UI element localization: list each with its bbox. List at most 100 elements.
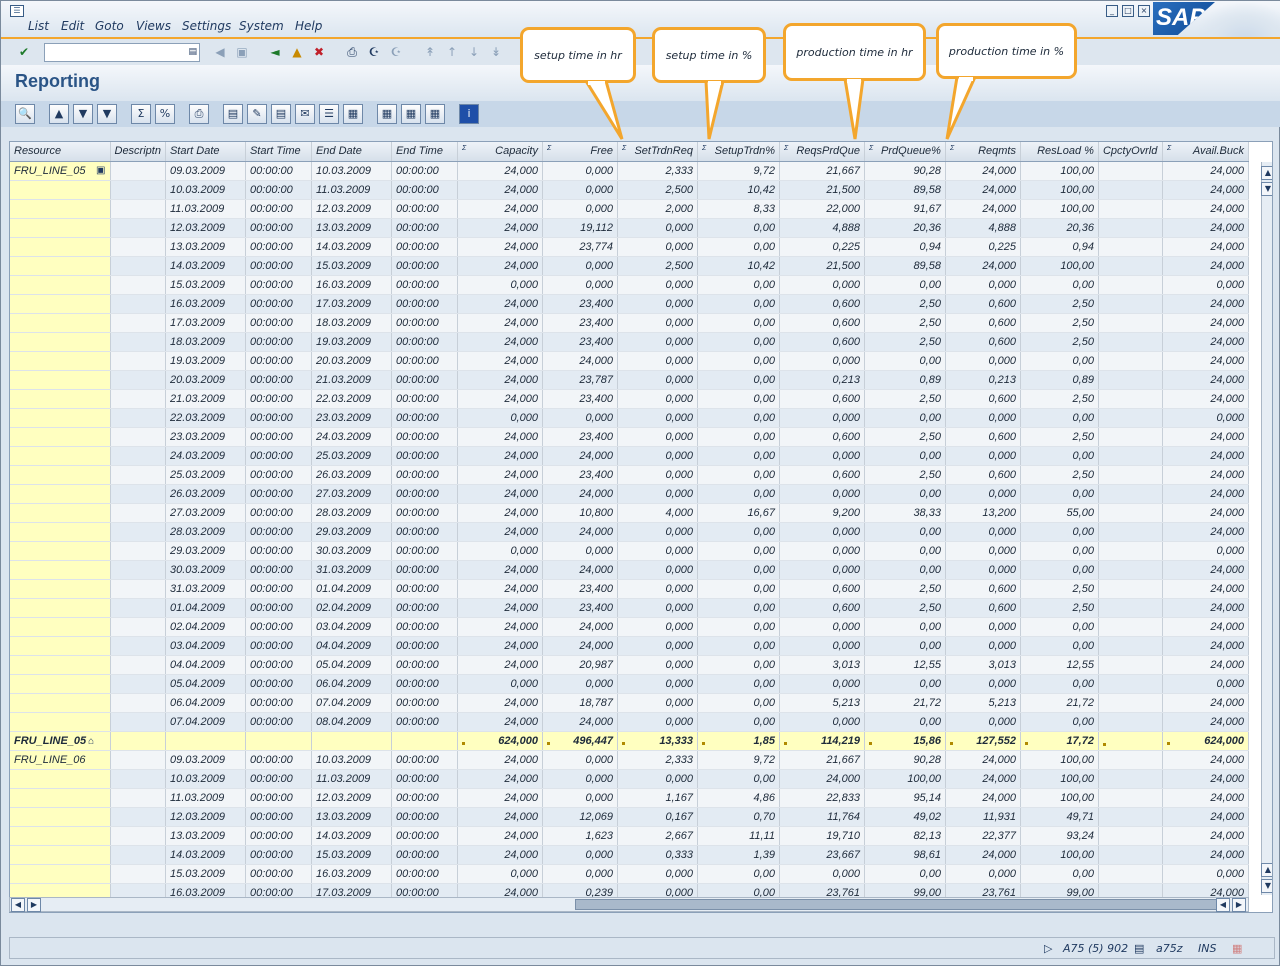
table-row[interactable]: 28.03.2009 00:00:00 29.03.2009 00:00:00 24,0… (10, 522, 1249, 542)
table-row[interactable]: 16.03.2009 00:00:00 17.03.2009 00:00:00 24,0… (10, 294, 1249, 314)
export-icon[interactable]: ▤ (223, 104, 243, 124)
col-avail-buckets[interactable]: Σ Avail.Buck (1162, 142, 1249, 162)
sort-descending-icon[interactable]: ▼ (73, 104, 93, 124)
subtotal-row[interactable]: FRU_LINE_05 ⌂ 624,000 496,447 13,333 1,85 114,… (10, 731, 1249, 751)
mail-icon[interactable]: ✉ (295, 104, 315, 124)
col-capacity[interactable]: Σ Capacity (457, 142, 543, 162)
col-end-date[interactable]: End Date (311, 142, 392, 162)
scroll-page-down-icon[interactable]: ▼ (1261, 182, 1272, 196)
menu-system[interactable]: System (239, 19, 284, 33)
table-row[interactable]: 02.04.2009 00:00:00 03.04.2009 00:00:00 24,0… (10, 617, 1249, 637)
print-icon[interactable]: ⎙ (347, 45, 357, 59)
word-processing-icon[interactable]: ✎ (247, 104, 267, 124)
col-free[interactable]: Σ Free (542, 142, 618, 162)
scroll-left-icon[interactable]: ◀ (11, 898, 25, 912)
abc-analysis-icon[interactable]: ☰ (319, 104, 339, 124)
menu-edit[interactable]: Edit (61, 19, 85, 33)
local-file-icon[interactable]: ▤ (271, 104, 291, 124)
status-expand-icon[interactable]: ▷ (1044, 942, 1053, 955)
col-res-load-pct[interactable]: ResLoad % (1020, 142, 1099, 162)
vertical-scrollbar[interactable]: ▲ ▼ ▲ ▼ (1261, 162, 1272, 895)
scroll-left-end-icon[interactable]: ◀ (1216, 898, 1230, 912)
close-window-icon[interactable]: × (1138, 5, 1150, 17)
next-page-icon[interactable]: ↓ (468, 45, 480, 59)
table-row[interactable]: 17.03.2009 00:00:00 18.03.2009 00:00:00 24,0… (10, 313, 1249, 333)
previous-page-icon[interactable]: ↑ (446, 45, 458, 59)
horizontal-scrollbar[interactable]: ◀ ▶ ◀ ▶ (9, 897, 1249, 912)
scroll-right-small-icon[interactable]: ▶ (27, 898, 41, 912)
table-row[interactable]: 14.03.2009 00:00:00 15.03.2009 00:00:00 24,0… (10, 256, 1249, 276)
table-row[interactable]: 12.03.2009 00:00:00 13.03.2009 00:00:00 24,0… (10, 807, 1249, 827)
expand-icon[interactable]: ▣ (96, 164, 106, 176)
table-row[interactable]: 15.03.2009 00:00:00 16.03.2009 00:00:00 0,00… (10, 864, 1249, 884)
change-layout-icon[interactable]: ▦ (377, 104, 397, 124)
col-start-date[interactable]: Start Date (165, 142, 246, 162)
find-next-icon[interactable]: ☪ (390, 45, 402, 59)
table-row[interactable]: 01.04.2009 00:00:00 02.04.2009 00:00:00 24,0… (10, 598, 1249, 618)
horizontal-scroll-thumb[interactable] (575, 899, 1220, 910)
table-row[interactable]: 30.03.2009 00:00:00 31.03.2009 00:00:00 24,0… (10, 560, 1249, 580)
table-row[interactable]: 14.03.2009 00:00:00 15.03.2009 00:00:00 24,0… (10, 845, 1249, 865)
table-row[interactable]: 03.04.2009 00:00:00 04.04.2009 00:00:00 24,0… (10, 636, 1249, 656)
maximize-icon[interactable]: □ (1122, 5, 1134, 17)
col-prd-queue-pct[interactable]: Σ PrdQueue% (864, 142, 946, 162)
table-row[interactable]: 10.03.2009 00:00:00 11.03.2009 00:00:00 24,0… (10, 180, 1249, 200)
scroll-right-icon[interactable]: ▶ (1232, 898, 1246, 912)
table-row[interactable]: 20.03.2009 00:00:00 21.03.2009 00:00:00 24,0… (10, 370, 1249, 390)
col-capacity-overload[interactable]: CpctyOvrld (1098, 142, 1163, 162)
col-setup-req[interactable]: Σ SetTrdnReq (617, 142, 698, 162)
info-icon[interactable]: i (459, 104, 479, 124)
print-preview-icon[interactable]: ⎙ (189, 104, 209, 124)
details-icon[interactable]: 🔍 (15, 104, 35, 124)
filter-icon[interactable]: ▼ (97, 104, 117, 124)
table-row[interactable]: 04.04.2009 00:00:00 05.04.2009 00:00:00 24,0… (10, 655, 1249, 675)
table-row[interactable]: 15.03.2009 00:00:00 16.03.2009 00:00:00 0,00… (10, 275, 1249, 295)
graphic-icon[interactable]: ▦ (343, 104, 363, 124)
first-page-icon[interactable]: ↟ (424, 45, 436, 59)
exit-icon[interactable]: ▲ (292, 45, 302, 59)
save-layout-icon[interactable]: ▦ (425, 104, 445, 124)
table-row[interactable]: 10.03.2009 00:00:00 11.03.2009 00:00:00 24,0… (10, 769, 1249, 789)
table-row[interactable]: 22.03.2009 00:00:00 23.03.2009 00:00:00 0,00… (10, 408, 1249, 428)
table-row[interactable]: 13.03.2009 00:00:00 14.03.2009 00:00:00 24,0… (10, 826, 1249, 846)
col-description[interactable]: Descriptn (110, 142, 166, 162)
scroll-up-icon[interactable]: ▲ (1261, 166, 1272, 180)
table-row[interactable]: 26.03.2009 00:00:00 27.03.2009 00:00:00 24,0… (10, 484, 1249, 504)
enter-icon[interactable]: ✔ (18, 45, 30, 59)
command-field[interactable]: ▤ (44, 43, 200, 62)
table-row[interactable]: 06.04.2009 00:00:00 07.04.2009 00:00:00 24,0… (10, 693, 1249, 713)
last-page-icon[interactable]: ↡ (490, 45, 502, 59)
menu-help[interactable]: Help (295, 19, 323, 33)
save-icon[interactable]: ▣ (236, 45, 248, 59)
table-row[interactable]: 29.03.2009 00:00:00 30.03.2009 00:00:00 0,00… (10, 541, 1249, 561)
table-row[interactable]: 19.03.2009 00:00:00 20.03.2009 00:00:00 24,0… (10, 351, 1249, 371)
col-requirements[interactable]: Σ Reqmts (945, 142, 1021, 162)
col-start-time[interactable]: Start Time (245, 142, 312, 162)
find-icon[interactable]: ☪ (368, 45, 380, 59)
col-reqs-prd-queue[interactable]: Σ ReqsPrdQue (779, 142, 865, 162)
command-history-icon[interactable]: ▤ (188, 47, 197, 57)
table-row[interactable]: 07.04.2009 00:00:00 08.04.2009 00:00:00 24,0… (10, 712, 1249, 732)
table-row[interactable]: 11.03.2009 00:00:00 12.03.2009 00:00:00 24,0… (10, 199, 1249, 219)
table-row[interactable]: FRU_LINE_05 ▣ 09.03.2009 00:00:00 10.03.2009… (10, 161, 1249, 181)
col-setup-pct[interactable]: Σ SetupTrdn% (697, 142, 780, 162)
table-row[interactable]: FRU_LINE_06 09.03.2009 00:00:00 10.03.2009 0… (10, 750, 1249, 770)
arrow-left-icon[interactable]: ◀ (215, 45, 225, 59)
table-row[interactable]: 25.03.2009 00:00:00 26.03.2009 00:00:00 24,0… (10, 465, 1249, 485)
total-icon[interactable]: Σ (131, 104, 151, 124)
table-row[interactable]: 27.03.2009 00:00:00 28.03.2009 00:00:00 24,0… (10, 503, 1249, 523)
table-row[interactable]: 05.04.2009 00:00:00 06.04.2009 00:00:00 0,00… (10, 674, 1249, 694)
table-row[interactable]: 13.03.2009 00:00:00 14.03.2009 00:00:00 24,0… (10, 237, 1249, 257)
scroll-down-icon[interactable]: ▼ (1261, 879, 1272, 893)
back-icon[interactable]: ◄ (270, 45, 280, 59)
menu-goto[interactable]: Goto (95, 19, 124, 33)
menu-list[interactable]: List (28, 19, 49, 33)
table-row[interactable]: 12.03.2009 00:00:00 13.03.2009 00:00:00 24,0… (10, 218, 1249, 238)
table-row[interactable]: 23.03.2009 00:00:00 24.03.2009 00:00:00 24,0… (10, 427, 1249, 447)
sort-ascending-icon[interactable]: ▲ (49, 104, 69, 124)
system-menu-icon[interactable]: ☰ (10, 5, 24, 17)
scroll-page-up-icon[interactable]: ▲ (1261, 863, 1272, 877)
select-layout-icon[interactable]: ▦ (401, 104, 421, 124)
cancel-icon[interactable]: ✖ (313, 45, 325, 59)
col-end-time[interactable]: End Time (391, 142, 458, 162)
